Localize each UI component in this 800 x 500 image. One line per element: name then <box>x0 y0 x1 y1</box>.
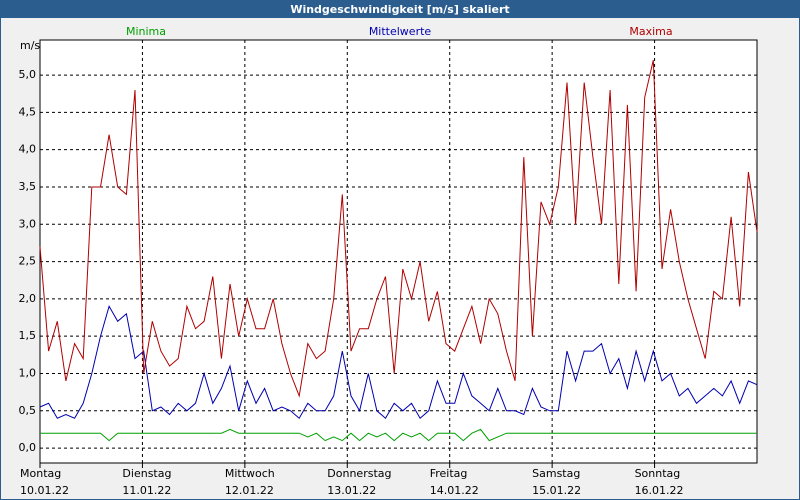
y-tick-label: 2,5 <box>19 255 37 268</box>
title-bar <box>0 0 800 18</box>
y-tick-label: 1,5 <box>19 329 37 342</box>
plot-area <box>39 39 758 464</box>
data-line <box>39 305 758 419</box>
y-tick-label: 5,0 <box>19 68 37 81</box>
x-tick-label: Donnerstag <box>327 467 391 480</box>
data-line <box>40 428 757 442</box>
chart-title: Windgeschwindigkeit [m/s] skaliert <box>290 3 509 16</box>
x-tick-label: Dienstag <box>122 467 171 480</box>
data-line <box>39 59 758 398</box>
x-tick-date: 15.01.22 <box>532 484 581 497</box>
x-tick-label: Samstag <box>532 467 580 480</box>
x-tick-label: Sonntag <box>635 467 681 480</box>
legend-entry: Minima <box>126 25 166 38</box>
y-tick-label: 4,0 <box>19 143 37 156</box>
x-tick-date: 16.01.22 <box>635 484 684 497</box>
x-tick-date: 13.01.22 <box>327 484 376 497</box>
x-tick-date: 12.01.22 <box>225 484 274 497</box>
y-tick-label: 3,5 <box>19 180 37 193</box>
y-tick-label: 4,5 <box>19 105 37 118</box>
y-tick-label: 0,0 <box>19 441 37 454</box>
y-tick-label: 1,0 <box>19 366 37 379</box>
x-tick-date: 14.01.22 <box>430 484 479 497</box>
x-tick-label: Montag <box>20 467 61 480</box>
y-tick-label: 0,5 <box>19 404 37 417</box>
y-tick-label: 3,0 <box>19 217 37 230</box>
legend-entry: Maxima <box>629 25 672 38</box>
legend-entry: Mittelwerte <box>369 25 432 38</box>
x-tick-label: Mittwoch <box>225 467 275 480</box>
x-tick-date: 10.01.22 <box>20 484 69 497</box>
x-tick-label: Freitag <box>430 467 468 480</box>
x-tick-date: 11.01.22 <box>122 484 171 497</box>
y-tick-label: 2,0 <box>19 292 37 305</box>
y-axis-label: m/s <box>20 39 40 52</box>
